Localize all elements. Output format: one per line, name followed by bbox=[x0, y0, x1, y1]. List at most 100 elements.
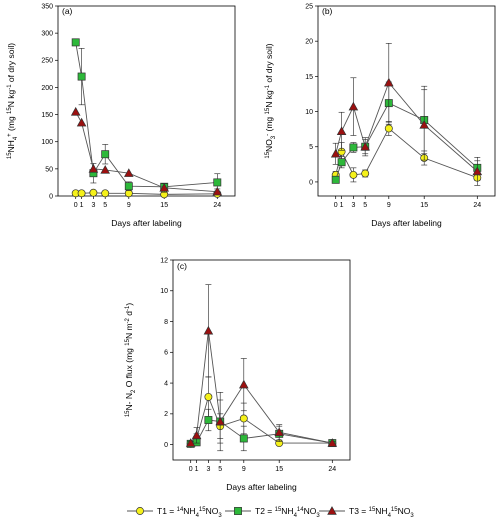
x-axis-label: Days after labeling bbox=[111, 218, 182, 228]
legend-marker-T1 bbox=[136, 507, 144, 515]
x-tick-label: 1 bbox=[340, 202, 344, 209]
y-tick-label: 2 bbox=[164, 411, 168, 418]
panel-label: (c) bbox=[177, 261, 187, 271]
data-point bbox=[76, 117, 87, 127]
y-tick-label: 4 bbox=[164, 380, 168, 387]
data-point bbox=[89, 188, 98, 197]
y-tick-label: 25 bbox=[305, 3, 313, 10]
data-point bbox=[77, 72, 86, 81]
series-line bbox=[335, 81, 478, 172]
y-tick-label: 50 bbox=[45, 166, 53, 173]
x-tick-label: 0 bbox=[334, 202, 338, 209]
y-tick-label: 350 bbox=[41, 3, 53, 10]
data-point bbox=[349, 143, 358, 152]
x-tick-label: 5 bbox=[363, 202, 367, 209]
data-point bbox=[124, 168, 134, 177]
series-line bbox=[75, 42, 218, 188]
y-tick-label: 15 bbox=[305, 74, 313, 81]
legend: T1 = 14NH415NO3 T2 = 15NH414NO3 T3 = 15NH4… bbox=[127, 506, 414, 519]
data-point bbox=[331, 175, 340, 184]
data-point bbox=[384, 124, 393, 133]
series-T2 bbox=[331, 81, 482, 184]
y-tick-label: 100 bbox=[41, 139, 53, 146]
y-tick-label: 20 bbox=[305, 39, 313, 46]
y-tick-label: 0 bbox=[164, 442, 168, 449]
data-point bbox=[239, 379, 249, 389]
y-tick-label: 0 bbox=[309, 179, 313, 186]
data-point bbox=[88, 163, 99, 173]
data-point bbox=[215, 416, 225, 426]
data-point bbox=[204, 392, 213, 401]
data-point bbox=[336, 126, 347, 135]
data-point bbox=[191, 430, 202, 440]
data-point bbox=[212, 186, 223, 196]
x-tick-label: 9 bbox=[127, 202, 131, 209]
series-T3 bbox=[330, 42, 483, 186]
data-point bbox=[239, 434, 248, 443]
data-point bbox=[327, 438, 338, 447]
series-T1 bbox=[331, 121, 482, 183]
data-point bbox=[348, 101, 359, 111]
data-point bbox=[472, 166, 483, 176]
x-tick-label: 9 bbox=[242, 466, 246, 473]
plot-frame bbox=[172, 259, 351, 461]
data-point bbox=[203, 325, 214, 335]
y-axis-label: 15NH4+ (mg 15N kg-1 of dry soil) bbox=[6, 43, 19, 159]
data-point bbox=[360, 141, 370, 151]
x-tick-label: 9 bbox=[387, 202, 391, 209]
data-point bbox=[185, 438, 196, 447]
legend-label-T3: T3 = 15NH415NO3 bbox=[349, 506, 414, 519]
y-tick-label: 300 bbox=[41, 31, 53, 38]
panel-label: (b) bbox=[322, 6, 333, 16]
series-line bbox=[335, 102, 478, 180]
x-tick-label: 0 bbox=[74, 202, 78, 209]
legend-marker-T2 bbox=[234, 507, 242, 515]
legend-marker-T3 bbox=[327, 506, 337, 515]
series-line bbox=[190, 330, 333, 444]
series-line bbox=[75, 111, 218, 193]
x-tick-label: 15 bbox=[420, 202, 428, 209]
data-point bbox=[349, 170, 358, 179]
x-tick-label: 15 bbox=[160, 202, 168, 209]
x-tick-label: 24 bbox=[473, 202, 481, 209]
plot-frame bbox=[317, 5, 496, 197]
y-tick-label: 5 bbox=[309, 144, 313, 151]
legend-label-T2: T2 = 15NH414NO3 bbox=[255, 506, 320, 519]
data-point bbox=[100, 165, 110, 174]
data-point bbox=[384, 77, 394, 87]
data-point bbox=[274, 427, 284, 437]
data-point bbox=[77, 189, 86, 198]
x-tick-label: 0 bbox=[189, 466, 193, 473]
data-point bbox=[337, 158, 346, 167]
data-point bbox=[159, 182, 169, 192]
data-point bbox=[419, 120, 429, 129]
series-T3 bbox=[185, 284, 338, 447]
data-point bbox=[101, 150, 110, 159]
x-tick-label: 3 bbox=[206, 466, 210, 473]
data-point bbox=[361, 169, 370, 178]
series-T3 bbox=[70, 106, 223, 196]
x-tick-label: 24 bbox=[213, 202, 221, 209]
y-tick-label: 250 bbox=[41, 58, 53, 65]
x-tick-label: 15 bbox=[275, 466, 283, 473]
data-point bbox=[204, 416, 213, 424]
data-point bbox=[239, 414, 248, 423]
data-point bbox=[71, 38, 80, 47]
data-point bbox=[101, 189, 110, 198]
plot-frame bbox=[57, 5, 236, 197]
y-tick-label: 10 bbox=[160, 288, 168, 295]
series-T2 bbox=[186, 392, 337, 452]
y-axis-label: 15NO3- (mg 15N kg-1 of dry soil) bbox=[264, 43, 277, 158]
data-point bbox=[330, 148, 341, 158]
x-axis-label: Days after labeling bbox=[226, 482, 297, 492]
x-tick-label: 5 bbox=[103, 202, 107, 209]
panel-label: (a) bbox=[62, 6, 73, 16]
legend-label-T1: T1 = 14NH415NO3 bbox=[157, 506, 222, 519]
x-tick-label: 1 bbox=[80, 202, 84, 209]
y-tick-label: 10 bbox=[305, 109, 313, 116]
y-tick-label: 150 bbox=[41, 112, 53, 119]
x-tick-label: 5 bbox=[218, 466, 222, 473]
